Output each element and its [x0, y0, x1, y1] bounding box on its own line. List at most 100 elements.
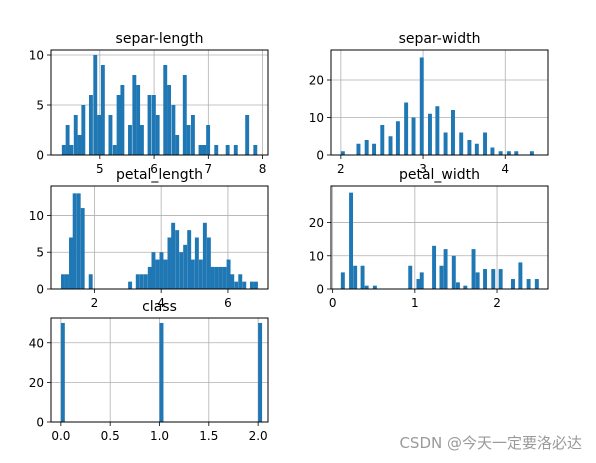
separ-length-y-tick-label: 0: [36, 149, 44, 163]
separ-width-bar: [483, 132, 488, 155]
petal-length-bar: [151, 252, 156, 289]
petal-width-bar: [353, 265, 358, 289]
petal-length-bar: [214, 266, 219, 289]
separ-width-bar: [411, 117, 416, 155]
petal-length-x-tick-label: 2: [91, 296, 99, 310]
separ-width-bar: [380, 125, 385, 155]
petal-length-bar: [139, 274, 144, 289]
petal-width-bar: [483, 269, 488, 289]
petal-length-bar: [183, 244, 188, 289]
petal-length-axes-frame: [50, 185, 269, 290]
petal-width-x-tick-label: 1: [411, 296, 419, 310]
separ-length-bar: [155, 115, 160, 155]
separ-length-bar: [132, 75, 137, 155]
petal-length-bar: [234, 281, 239, 289]
separ-width-bar: [419, 57, 424, 155]
petal-width-bar: [439, 265, 444, 289]
petal-width-bar: [451, 255, 456, 289]
petal-length-bar: [147, 266, 152, 289]
separ-length-bar: [151, 95, 156, 155]
petal-width-bar: [419, 272, 424, 289]
petal-width-y-tick-label: 20: [309, 216, 324, 230]
class-x-tick-label: 1.0: [150, 429, 169, 443]
petal-length-bar: [242, 281, 247, 289]
separ-width-title: separ-width: [399, 31, 481, 47]
petal-length-bar: [187, 230, 192, 289]
petal-length-bar: [72, 193, 77, 289]
petal-length-bar: [249, 281, 254, 289]
separ-width-y-tick-label: 20: [309, 74, 324, 88]
petal-width-bar: [511, 279, 515, 289]
petal-width-bar: [534, 279, 539, 289]
petal-length-bar: [128, 281, 133, 289]
separ-width-bar: [427, 113, 432, 155]
petal-width-bar: [475, 272, 480, 289]
watermark: CSDN @今天一定要洛必达: [399, 434, 582, 452]
petal-length-bar: [222, 266, 227, 289]
petal-length-bar: [69, 237, 73, 289]
separ-length-x-tick-label: 6: [150, 162, 158, 176]
petal-length-x-tick-label: 4: [157, 296, 165, 310]
petal-length-bar: [143, 274, 148, 289]
separ-length-bar: [225, 145, 230, 155]
petal-length-bar: [76, 193, 81, 289]
petal-width-y-tick-label: 0: [316, 283, 324, 297]
petal-width-y-tick-label: 10: [309, 249, 324, 263]
separ-length-bar: [139, 125, 144, 155]
class-bar: [159, 322, 164, 422]
separ-length-bar: [108, 115, 113, 155]
separ-length-bar: [167, 85, 172, 155]
petal-length-bar: [65, 274, 69, 289]
petal-length-bar: [226, 259, 231, 289]
separ-length-x-tick-label: 5: [96, 162, 104, 176]
petal-length-panel: 2 4 6 0 5 10 petal_length: [29, 167, 269, 310]
separ-width-bar: [459, 132, 464, 155]
petal-length-bar: [80, 208, 85, 289]
petal-width-bar: [471, 249, 476, 289]
separ-width-bar: [467, 140, 472, 155]
separ-length-axes-frame: [50, 49, 269, 156]
petal-width-x-tick-label: 0: [329, 296, 337, 310]
class-bar: [60, 322, 65, 422]
petal-length-bar: [194, 237, 199, 289]
separ-length-title: separ-length: [116, 31, 204, 47]
separ-length-bar: [100, 65, 105, 155]
separ-length-bar: [186, 125, 191, 155]
class-x-tick-label: 2.0: [249, 429, 268, 443]
separ-length-bar: [97, 115, 102, 155]
separ-length-bar: [214, 145, 219, 155]
separ-length-bar: [61, 145, 66, 155]
separ-length-bar: [233, 145, 238, 155]
petal-width-bar: [416, 279, 421, 289]
separ-length-bar: [128, 125, 132, 155]
petal-length-bar: [210, 266, 215, 289]
petal-width-bar: [443, 249, 448, 289]
separ-length-bar: [136, 85, 141, 155]
class-x-tick-label: 1.5: [199, 429, 218, 443]
petal-length-y-tick-label: 10: [29, 209, 44, 223]
separ-length-bar: [253, 145, 258, 155]
petal-length-y-tick-label: 0: [36, 283, 44, 297]
separ-length-x-tick-label: 7: [205, 162, 213, 176]
petal-width-bar: [364, 285, 369, 289]
separ-length-y-tick-label: 10: [29, 49, 44, 63]
separ-width-axes-frame: [330, 49, 549, 156]
class-x-tick-label: 0.0: [51, 429, 70, 443]
separ-width-bar: [388, 136, 393, 155]
separ-width-bar: [395, 121, 400, 155]
separ-width-bar: [404, 102, 409, 155]
petal-width-bar: [498, 269, 503, 289]
petal-width-bar: [526, 279, 531, 289]
petal-width-bar: [340, 272, 345, 289]
petal-length-bar: [190, 259, 195, 289]
petal-width-bar: [518, 262, 523, 289]
petal-length-bar: [163, 259, 168, 289]
separ-length-bar: [245, 115, 250, 155]
petal-length-bar: [230, 274, 235, 289]
petal-length-bar: [198, 259, 203, 289]
petal-width-bar: [360, 265, 365, 289]
separ-length-bar: [88, 95, 93, 155]
separ-length-bar: [69, 145, 74, 155]
separ-length-bar: [171, 105, 176, 155]
